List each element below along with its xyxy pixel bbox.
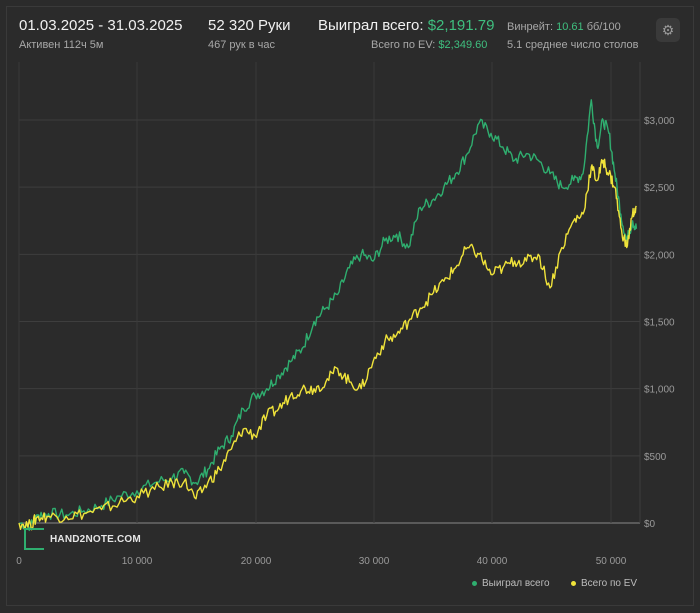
x-tick-label: 0 (16, 556, 22, 567)
settings-button[interactable]: ⚙ (656, 18, 680, 42)
won-value: $2,191.79 (427, 17, 495, 34)
legend-ev-swatch (571, 581, 576, 586)
x-axis: 0 10 000 20 000 30 000 40 000 50 000 (16, 556, 627, 567)
ev-total: Всего по EV: $2,349.60 (371, 39, 487, 51)
series-line-won (18, 99, 638, 532)
y-tick-label: $1,500 (644, 318, 675, 329)
winrate-unit: бб/100 (586, 21, 621, 33)
x-tick-label: 30 000 (359, 556, 390, 567)
y-tick-label: $1,000 (644, 385, 675, 396)
won-total: Выиграл всего: $2,191.79 (318, 17, 494, 34)
won-label: Выиграл всего: (318, 17, 424, 34)
legend-item-ev[interactable]: Всего по EV (571, 578, 637, 589)
avg-tables: 5.1 среднее число столов (507, 39, 639, 51)
ev-value: $2,349.60 (438, 39, 488, 51)
legend-won-swatch (472, 581, 477, 586)
y-tick-label: $2,500 (644, 183, 675, 194)
winrate: Винрейт: 10.61 бб/100 (507, 21, 621, 33)
legend-item-won[interactable]: Выиграл всего (472, 578, 550, 589)
series-lines (18, 99, 638, 532)
grid (18, 62, 641, 524)
y-tick-label: $2,000 (644, 250, 675, 261)
y-tick-label: $0 (644, 519, 656, 530)
chart-panel (6, 6, 694, 606)
ev-label: Всего по EV: (371, 39, 436, 51)
y-tick-label: $500 (644, 452, 667, 463)
y-axis: $0 $500 $1,000 $1,500 $2,000 $2,500 $3,000 (644, 116, 675, 530)
x-tick-label: 40 000 (477, 556, 508, 567)
hand2note-logo: HAND2NOTE.COM (24, 528, 141, 550)
winrate-value: 10.61 (556, 21, 584, 33)
logo-text: HAND2NOTE.COM (50, 533, 141, 545)
logo-mark-icon (24, 528, 44, 550)
hands-count: 52 320 Руки (208, 17, 291, 34)
series-line-ev (18, 158, 637, 531)
gear-icon: ⚙ (661, 21, 675, 38)
legend-ev-label: Всего по EV (581, 578, 638, 589)
date-range[interactable]: 01.03.2025 - 31.03.2025 (19, 17, 183, 34)
active-time: Активен 112ч 5м (19, 39, 104, 51)
x-tick-label: 50 000 (596, 556, 627, 567)
x-tick-label: 10 000 (122, 556, 153, 567)
y-tick-label: $3,000 (644, 116, 675, 127)
winrate-label: Винрейт: (507, 21, 554, 33)
x-tick-label: 20 000 (241, 556, 272, 567)
hands-per-hour: 467 рук в час (208, 39, 276, 51)
legend-won-label: Выиграл всего (482, 578, 550, 589)
